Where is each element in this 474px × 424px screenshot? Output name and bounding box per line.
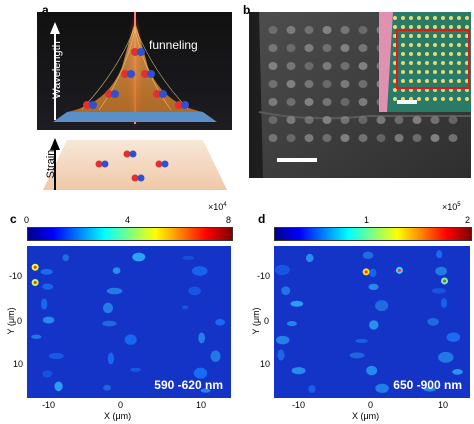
funneling-label: funneling xyxy=(149,38,198,52)
inset-scale-bar xyxy=(397,100,417,104)
optical-inset xyxy=(379,12,471,112)
sem-image xyxy=(249,12,471,178)
map-d-image: 650 -900 nm xyxy=(274,246,470,398)
x-tick-d-0: -10 xyxy=(292,400,306,410)
wavelength-label: Wavelength xyxy=(51,41,63,99)
x-axis-label-d: X (μm) xyxy=(352,411,380,421)
x-tick-d-1: 0 xyxy=(368,400,374,410)
sem-scale-bar xyxy=(277,158,317,162)
colorbar-d-tick-0: 1 xyxy=(364,215,370,225)
x-axis-label-c: X (μm) xyxy=(104,411,132,421)
wavelength-range-d: 650 -900 nm xyxy=(393,378,462,392)
panel-label-d: d xyxy=(258,212,266,226)
y-tick-d-0: -10 xyxy=(257,271,271,281)
colorbar-d-tick-1: 2 xyxy=(465,215,471,225)
y-tick-d-1: 0 xyxy=(264,316,270,326)
colorbar-c-multiplier: ×104 xyxy=(208,202,227,212)
x-tick-c-1: 0 xyxy=(118,400,124,410)
x-tick-c-0: -10 xyxy=(42,400,56,410)
funneling-schematic: funneling Wavelength Strain xyxy=(37,12,232,197)
y-axis-label-c: Y (μm) xyxy=(6,307,16,335)
y-tick-c-1: 0 xyxy=(17,316,23,326)
x-tick-d-2: 10 xyxy=(438,400,449,410)
strain-excitons xyxy=(95,150,169,182)
highlight-box xyxy=(396,29,470,89)
map-c-image: 590 -620 nm xyxy=(27,246,231,398)
y-tick-c-0: -10 xyxy=(9,271,23,281)
pl-map-d: ×105 1 2 650 -900 nm Y (μm) -10 0 10 -10… xyxy=(237,200,474,424)
exciton-markers xyxy=(83,48,189,109)
colorbar-c-tick-1: 4 xyxy=(125,215,131,225)
colorbar-c-tick-2: 8 xyxy=(226,215,232,225)
panel-label-b: b xyxy=(243,3,251,17)
colorbar-d xyxy=(274,227,472,241)
strain-label: Strain xyxy=(45,149,57,179)
x-tick-c-2: 10 xyxy=(196,400,207,410)
panel-label-c: c xyxy=(10,212,17,226)
wavelength-range-c: 590 -620 nm xyxy=(154,378,223,392)
y-axis-label-d: Y (μm) xyxy=(251,307,261,335)
colorbar-c-tick-0: 0 xyxy=(24,215,30,225)
colorbar-d-multiplier: ×105 xyxy=(442,202,461,212)
y-tick-d-2: 10 xyxy=(260,359,271,369)
y-tick-c-2: 10 xyxy=(13,359,24,369)
pl-map-c: ×104 0 4 8 590 -620 nm Y (μm) -10 0 10 -… xyxy=(0,200,237,424)
colorbar-c xyxy=(27,227,233,241)
panel-label-a: a xyxy=(42,3,49,17)
